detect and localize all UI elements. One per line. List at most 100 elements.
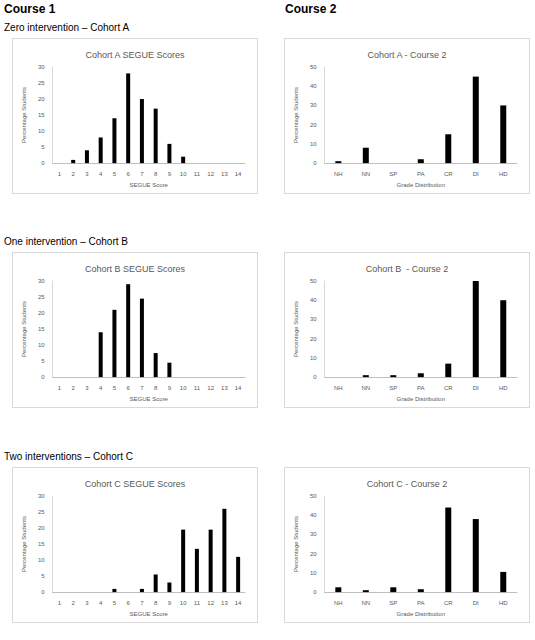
svg-text:25: 25	[38, 294, 45, 300]
svg-text:Grade Distribution: Grade Distribution	[397, 182, 445, 188]
svg-text:4: 4	[99, 385, 103, 391]
svg-text:NH: NH	[334, 385, 343, 391]
svg-text:30: 30	[310, 102, 317, 108]
svg-text:DI: DI	[473, 385, 479, 391]
svg-text:HD: HD	[499, 171, 508, 177]
svg-text:8: 8	[154, 600, 158, 606]
svg-text:7: 7	[140, 171, 144, 177]
svg-text:50: 50	[310, 278, 317, 284]
svg-text:6: 6	[126, 600, 130, 606]
svg-text:1: 1	[58, 171, 62, 177]
svg-text:13: 13	[221, 600, 228, 606]
svg-text:11: 11	[194, 171, 201, 177]
svg-text:0: 0	[41, 160, 45, 166]
svg-text:SEGUE Score: SEGUE Score	[130, 182, 169, 188]
svg-text:2: 2	[72, 171, 76, 177]
svg-text:10: 10	[310, 570, 317, 576]
svg-text:Grade Distribution: Grade Distribution	[397, 611, 445, 617]
svg-text:6: 6	[126, 171, 130, 177]
svg-text:NN: NN	[361, 171, 370, 177]
svg-text:Percentage Students: Percentage Students	[21, 516, 27, 572]
svg-text:10: 10	[310, 141, 317, 147]
svg-text:15: 15	[38, 541, 45, 547]
svg-text:40: 40	[310, 512, 317, 518]
svg-text:PA: PA	[417, 600, 425, 606]
svg-text:12: 12	[207, 171, 214, 177]
svg-text:30: 30	[310, 316, 317, 322]
svg-text:NN: NN	[361, 385, 370, 391]
svg-text:40: 40	[310, 297, 317, 303]
svg-text:10: 10	[180, 600, 187, 606]
svg-text:30: 30	[310, 531, 317, 537]
svg-text:10: 10	[180, 171, 187, 177]
svg-text:HD: HD	[499, 385, 508, 391]
svg-text:Cohort C - Course 2: Cohort C - Course 2	[367, 479, 448, 489]
svg-text:1: 1	[58, 600, 62, 606]
svg-text:SP: SP	[389, 600, 397, 606]
svg-text:0: 0	[41, 374, 45, 380]
svg-text:Cohort C SEGUE Scores: Cohort C SEGUE Scores	[85, 479, 186, 489]
svg-text:NN: NN	[361, 600, 370, 606]
svg-text:SP: SP	[389, 385, 397, 391]
svg-text:20: 20	[38, 525, 45, 531]
svg-text:SEGUE Score: SEGUE Score	[130, 611, 169, 617]
svg-text:Cohort A SEGUE Scores: Cohort A SEGUE Scores	[85, 50, 185, 60]
svg-text:7: 7	[140, 600, 144, 606]
svg-text:25: 25	[38, 80, 45, 86]
svg-text:SEGUE Score: SEGUE Score	[130, 396, 169, 402]
svg-text:4: 4	[99, 600, 103, 606]
svg-text:Percentage Students: Percentage Students	[21, 87, 27, 143]
svg-text:0: 0	[41, 589, 45, 595]
svg-text:9: 9	[168, 385, 172, 391]
svg-text:NH: NH	[334, 171, 343, 177]
svg-text:10: 10	[310, 355, 317, 361]
svg-text:4: 4	[99, 171, 103, 177]
svg-text:Cohort B SEGUE Scores: Cohort B SEGUE Scores	[85, 264, 186, 274]
svg-text:DI: DI	[473, 600, 479, 606]
svg-text:Grade Distribution: Grade Distribution	[397, 396, 445, 402]
svg-text:8: 8	[154, 171, 158, 177]
svg-text:Cohort B - Course 2: Cohort B - Course 2	[366, 264, 449, 274]
svg-text:0: 0	[313, 374, 317, 380]
svg-text:10: 10	[38, 342, 45, 348]
svg-text:3: 3	[85, 385, 89, 391]
svg-text:6: 6	[126, 385, 130, 391]
svg-text:9: 9	[168, 171, 172, 177]
svg-text:50: 50	[310, 493, 317, 499]
svg-text:20: 20	[310, 336, 317, 342]
svg-text:5: 5	[113, 171, 117, 177]
svg-text:CR: CR	[444, 171, 453, 177]
svg-text:30: 30	[38, 64, 45, 70]
svg-text:30: 30	[38, 493, 45, 499]
svg-text:0: 0	[313, 589, 317, 595]
svg-text:14: 14	[235, 600, 242, 606]
svg-text:12: 12	[207, 385, 214, 391]
svg-text:5: 5	[113, 600, 117, 606]
svg-text:0: 0	[313, 160, 317, 166]
svg-text:2: 2	[72, 600, 76, 606]
svg-text:8: 8	[154, 385, 158, 391]
svg-text:13: 13	[221, 171, 228, 177]
svg-text:12: 12	[207, 600, 214, 606]
svg-text:3: 3	[85, 600, 89, 606]
svg-text:Percentage Students: Percentage Students	[293, 516, 299, 572]
svg-text:14: 14	[235, 171, 242, 177]
svg-text:15: 15	[38, 112, 45, 118]
svg-text:5: 5	[113, 385, 117, 391]
svg-text:Percentage Students: Percentage Students	[293, 87, 299, 143]
svg-text:11: 11	[194, 385, 201, 391]
svg-text:HD: HD	[499, 600, 508, 606]
svg-text:13: 13	[221, 385, 228, 391]
svg-text:20: 20	[310, 122, 317, 128]
svg-text:10: 10	[180, 385, 187, 391]
svg-text:3: 3	[85, 171, 89, 177]
svg-text:20: 20	[310, 551, 317, 557]
svg-text:NH: NH	[334, 600, 343, 606]
svg-text:Percentage Students: Percentage Students	[293, 301, 299, 357]
svg-text:15: 15	[38, 326, 45, 332]
svg-text:5: 5	[41, 573, 45, 579]
svg-text:25: 25	[38, 509, 45, 515]
svg-text:2: 2	[72, 385, 76, 391]
svg-text:5: 5	[41, 358, 45, 364]
svg-text:30: 30	[38, 278, 45, 284]
